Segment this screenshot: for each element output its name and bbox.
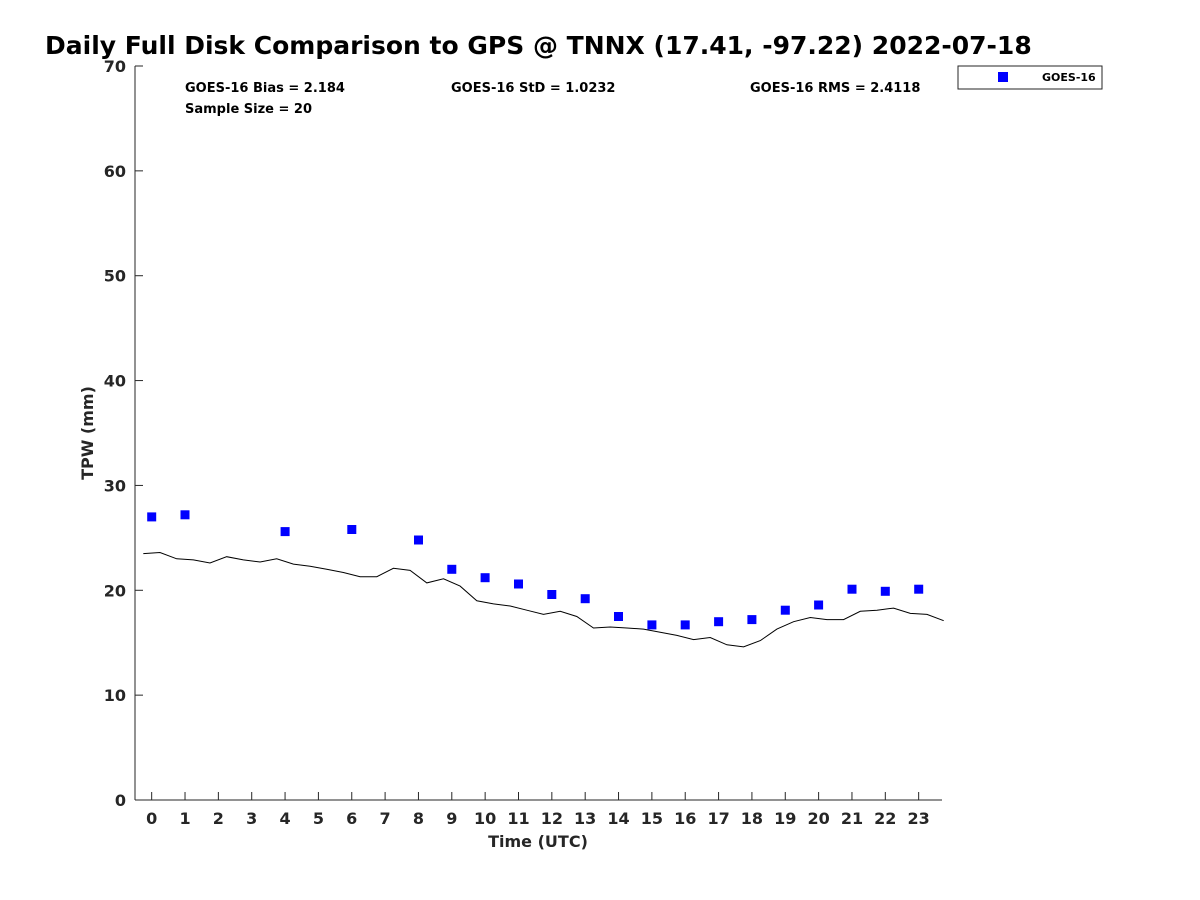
x-tick-label: 0 (146, 809, 157, 828)
x-tick-label: 18 (741, 809, 763, 828)
chart-title: Daily Full Disk Comparison to GPS @ TNNX… (45, 31, 1032, 60)
x-tick-label: 12 (541, 809, 563, 828)
goes16-point (814, 600, 824, 610)
y-tick-label: 50 (104, 267, 126, 286)
gps-line-series (143, 551, 944, 648)
y-tick-label: 60 (104, 162, 126, 181)
x-tick-label: 8 (413, 809, 424, 828)
y-tick-label: 30 (104, 476, 126, 495)
goes16-point (547, 590, 557, 599)
y-tick-label: 20 (104, 581, 126, 600)
x-tick-label: 15 (641, 809, 663, 828)
y-tick-label: 10 (104, 686, 126, 705)
goes16-point (614, 612, 623, 621)
y-tick-label: 70 (104, 57, 126, 76)
x-tick-label: 16 (674, 809, 696, 828)
x-tick-label: 3 (246, 809, 257, 828)
std-annotation: GOES-16 StD = 1.0232 (451, 81, 615, 96)
legend-label-goes16: GOES-16 (1042, 71, 1096, 84)
x-tick-label: 23 (908, 809, 930, 828)
goes16-point (780, 605, 790, 615)
goes16-point (747, 615, 757, 625)
y-tick-label: 40 (104, 372, 126, 391)
y-axis-label: TPW (mm) (78, 386, 97, 480)
gps-tpw-line (143, 551, 944, 648)
y-tick-label: 0 (115, 791, 126, 810)
x-tick-label: 22 (874, 809, 896, 828)
goes16-point (847, 584, 857, 594)
goes16-point (714, 617, 724, 627)
goes16-point (514, 579, 523, 589)
goes16-point (480, 573, 490, 583)
plot-axes (134, 66, 942, 801)
legend: GOES-16 (957, 65, 1103, 90)
x-ticks: 0 1 2 3 4 5 6 7 8 9 10 11 12 13 14 15 16 17 18 19 20 21 22 23 (146, 792, 930, 828)
x-tick-label: 7 (380, 809, 391, 828)
sample-size-annotation: Sample Size = 20 (185, 102, 312, 117)
goes16-point (347, 525, 357, 534)
y-ticks: 0 10 20 30 40 50 60 70 (104, 57, 143, 810)
bias-annotation: GOES-16 Bias = 2.184 (185, 81, 345, 96)
rms-annotation: GOES-16 RMS = 2.4118 (750, 81, 920, 96)
goes16-series (147, 510, 924, 630)
x-axis-label: Time (UTC) (488, 832, 588, 851)
goes16-point (280, 527, 290, 537)
x-tick-label: 5 (313, 809, 324, 828)
goes16-point (414, 535, 423, 545)
x-tick-label: 4 (279, 809, 290, 828)
x-tick-label: 11 (507, 809, 529, 828)
goes16-point (447, 564, 457, 574)
x-tick-label: 20 (807, 809, 829, 828)
x-tick-label: 2 (213, 809, 224, 828)
goes16-point (180, 510, 190, 520)
goes16-point (914, 584, 924, 594)
legend-marker-goes16 (998, 72, 1008, 82)
x-tick-label: 21 (841, 809, 863, 828)
x-tick-label: 19 (774, 809, 796, 828)
x-tick-label: 1 (179, 809, 190, 828)
x-tick-label: 14 (607, 809, 629, 828)
x-tick-label: 13 (574, 809, 596, 828)
x-tick-label: 6 (346, 809, 357, 828)
x-tick-label: 10 (474, 809, 496, 828)
goes16-point (580, 594, 590, 604)
x-tick-label: 17 (707, 809, 729, 828)
x-tick-label: 9 (446, 809, 457, 828)
goes16-point (647, 620, 657, 630)
goes16-point (880, 586, 890, 596)
legend-box (957, 65, 1103, 90)
goes16-point (680, 620, 690, 630)
goes16-point (147, 512, 157, 522)
